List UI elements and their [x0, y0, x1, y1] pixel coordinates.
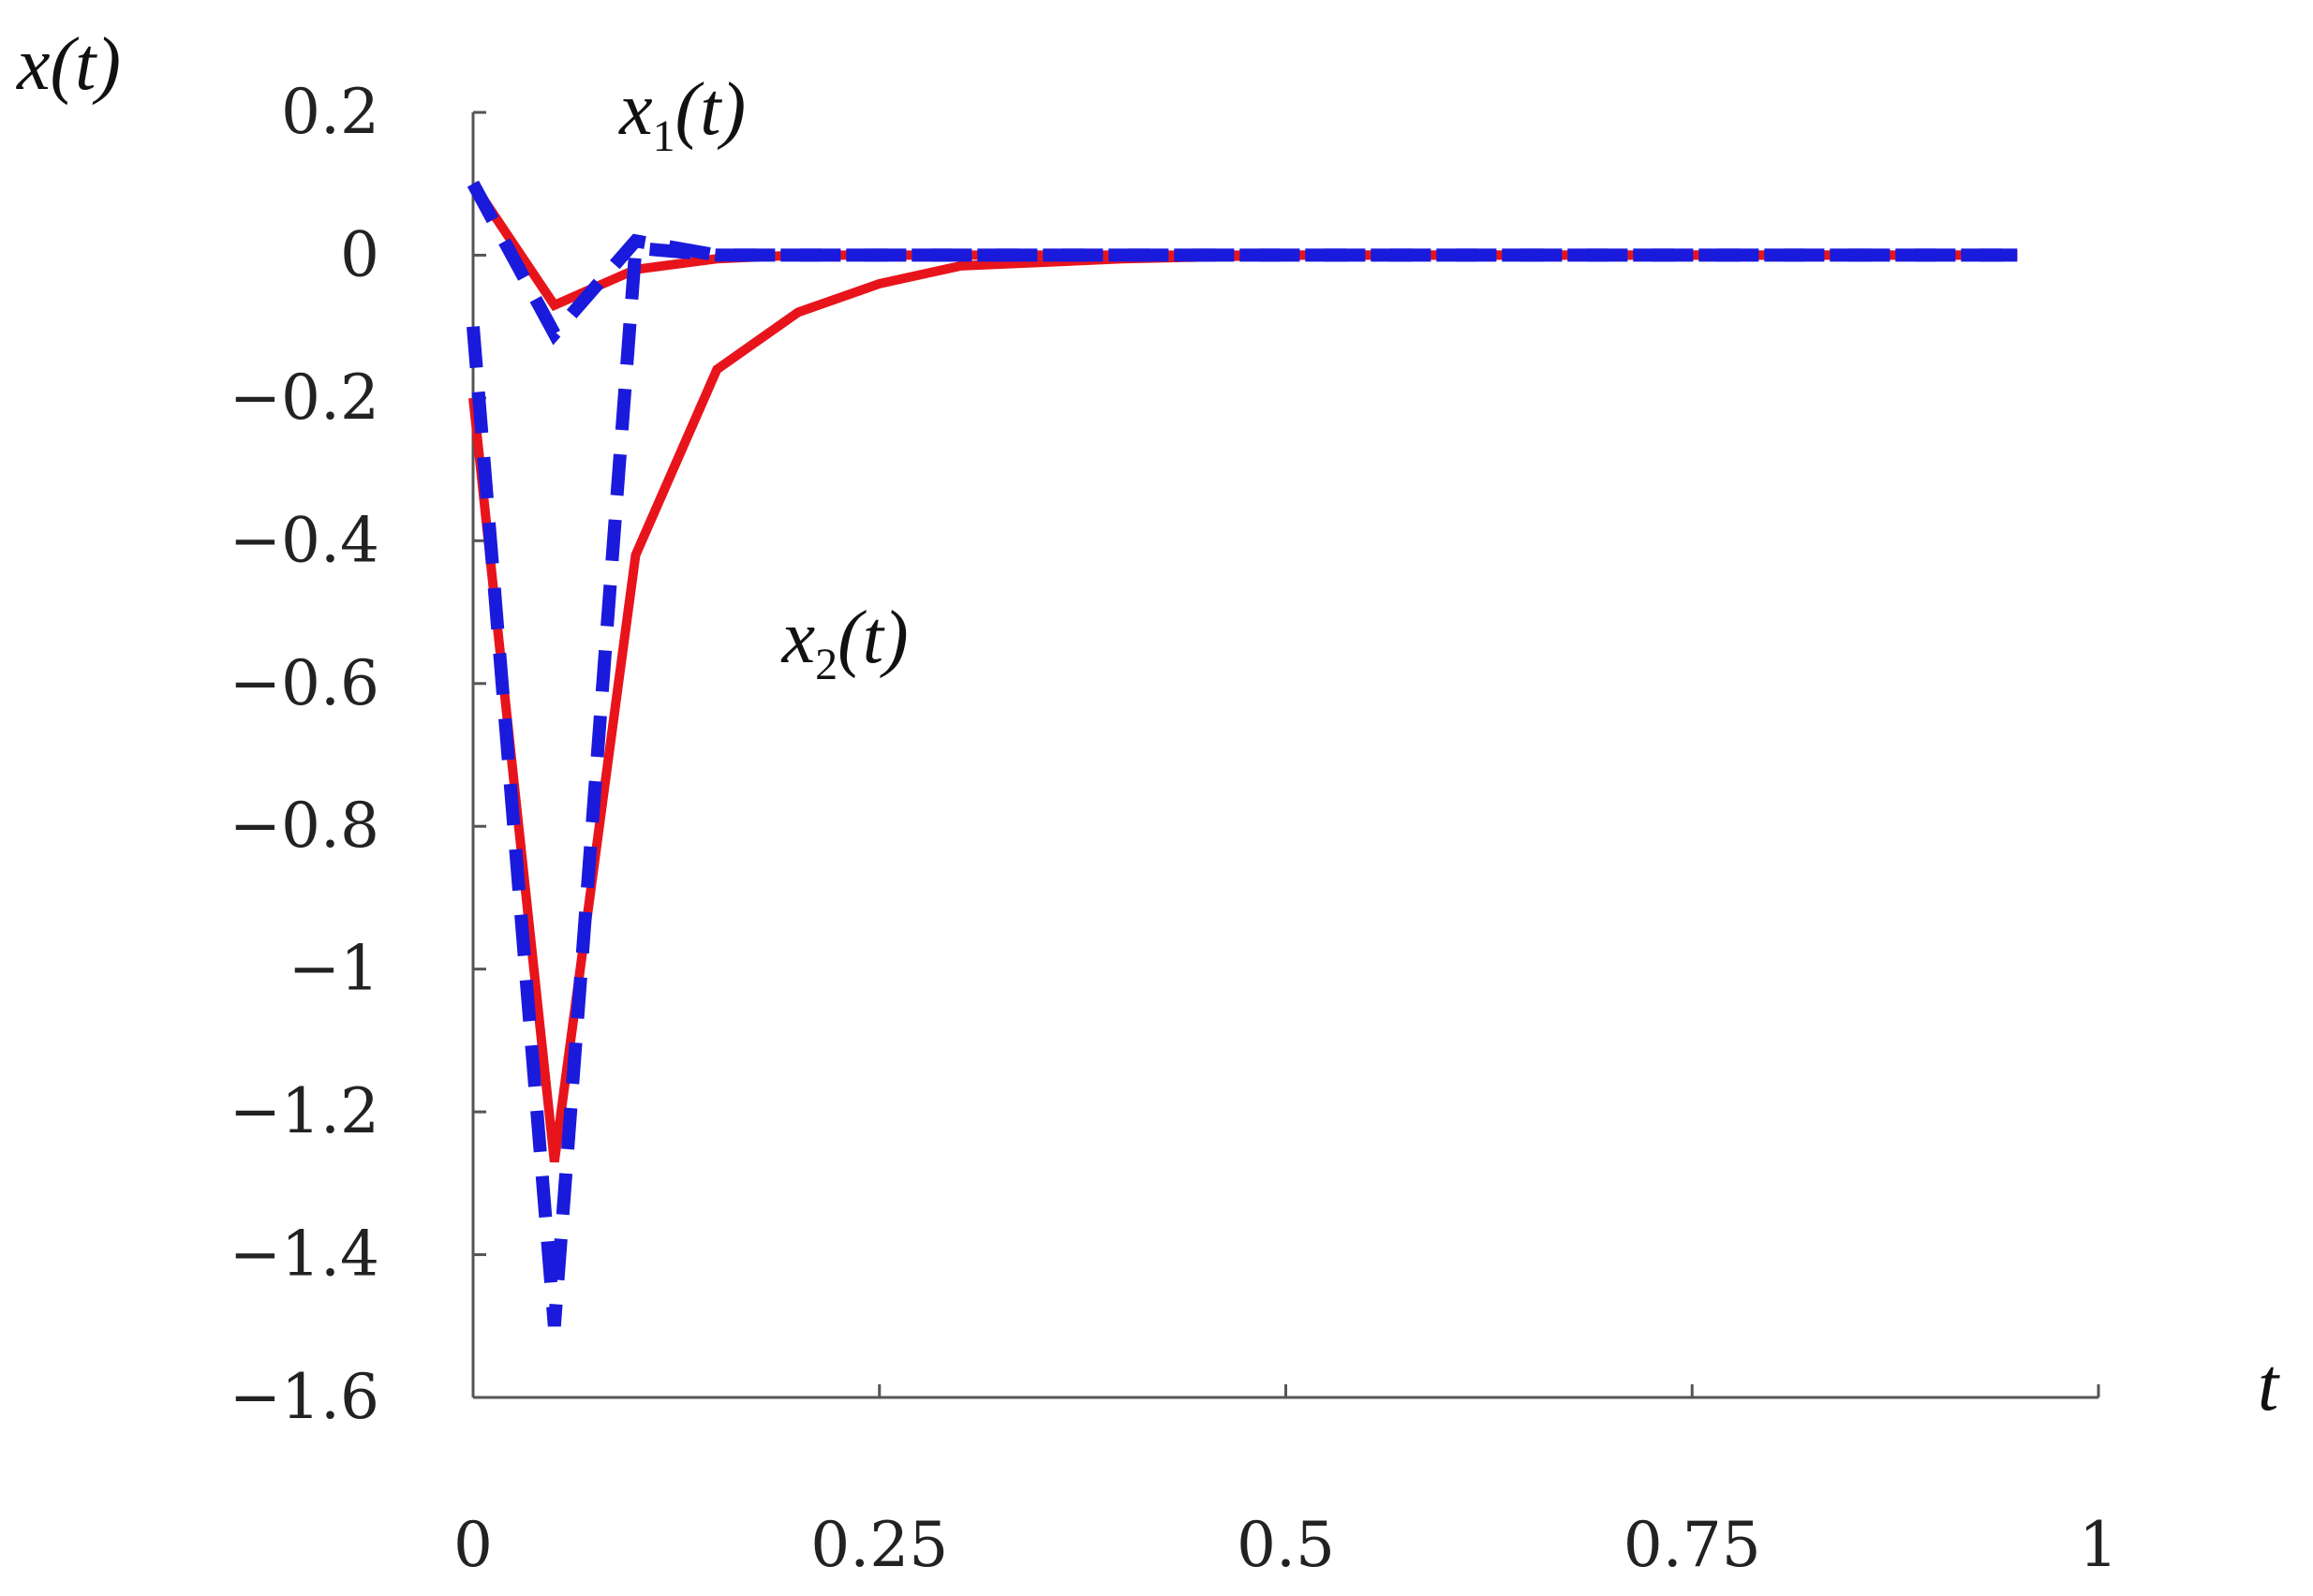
series-line-x1-dashed [467, 180, 2018, 346]
axes [471, 112, 2098, 1399]
x-tick-label: 1 [2079, 1509, 2118, 1581]
x-tick-label: 0.75 [1624, 1509, 1761, 1581]
series-line-x2-solid [468, 250, 2018, 1163]
y-tick-label: −1 [289, 933, 379, 1005]
y-tick-label: −0.6 [230, 647, 379, 719]
y-tick-label: −0.4 [230, 504, 379, 576]
series-label-1: x1(t) [618, 68, 746, 161]
x-tick-label: 0.25 [810, 1509, 948, 1581]
x-ticks: 0 0.25 0.5 0.75 1 [453, 1384, 2118, 1581]
y-axis-title: x(t) [16, 23, 121, 106]
y-tick-label: 0.2 [281, 76, 379, 148]
y-tick-label: −1.4 [230, 1219, 379, 1291]
y-tick-label: −0.8 [230, 790, 379, 862]
y-tick-label: −1.6 [230, 1361, 379, 1433]
y-ticks: 0.2 0 −0.2 −0.4 −0.6 −0.8 −1 −1.2 −1.4 −1.6 [230, 76, 486, 1433]
annotations: x1(t) x2(t) [618, 68, 909, 689]
y-tick-label: −0.2 [230, 362, 379, 434]
series-label-2: x2(t) [781, 597, 909, 689]
series-line-x1-solid [468, 181, 2018, 312]
y-tick-label: 0 [340, 218, 379, 290]
x-axis-title: t [2258, 1344, 2280, 1426]
series-layer [467, 180, 2018, 1327]
series-line-x2-dashed [467, 241, 2018, 1327]
y-tick-label: −1.2 [230, 1075, 379, 1147]
x-tick-label: 0 [453, 1509, 493, 1581]
x-tick-label: 0.5 [1237, 1509, 1335, 1581]
